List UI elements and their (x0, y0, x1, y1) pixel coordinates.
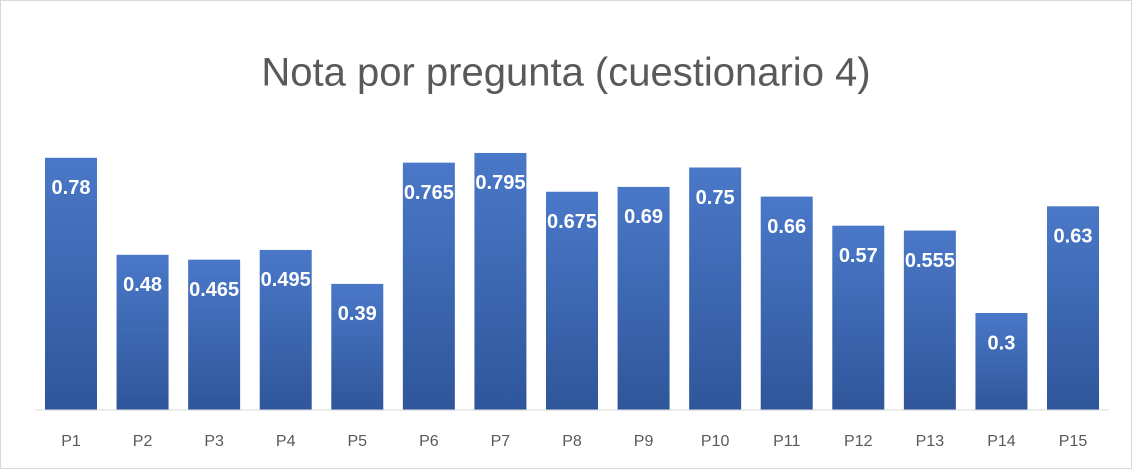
x-tick-label: P13 (916, 433, 945, 450)
data-label: 0.465 (189, 279, 239, 301)
data-label: 0.39 (338, 303, 377, 325)
x-tick-label: P7 (491, 433, 511, 450)
bar (617, 186, 670, 410)
x-tick-label: P15 (1059, 433, 1088, 450)
x-tick-label: P2 (133, 433, 153, 450)
chart-title: Nota por pregunta (cuestionario 4) (261, 51, 870, 95)
bar (832, 225, 885, 410)
bar (546, 191, 598, 410)
data-label: 0.765 (404, 182, 454, 204)
bar (903, 230, 956, 410)
x-tick-label: P6 (419, 433, 439, 450)
data-label: 0.48 (123, 274, 162, 296)
bar (402, 162, 455, 410)
data-label: 0.795 (475, 172, 525, 194)
bar (689, 167, 742, 410)
bar (116, 254, 169, 410)
x-tick-label: P8 (562, 433, 582, 450)
bar (760, 196, 813, 410)
x-tick-label: P5 (347, 433, 367, 450)
x-tick-label: P14 (987, 433, 1016, 450)
x-tick-label: P1 (61, 433, 81, 450)
data-label: 0.75 (696, 187, 735, 209)
x-tick-label: P9 (634, 433, 654, 450)
x-tick-label: P4 (276, 433, 296, 450)
data-label: 0.66 (767, 216, 806, 238)
data-label: 0.69 (624, 206, 663, 228)
bar (1047, 206, 1100, 410)
bar (259, 249, 312, 410)
data-label: 0.57 (839, 245, 878, 267)
data-label: 0.495 (261, 269, 311, 291)
data-label: 0.555 (905, 250, 955, 272)
data-label: 0.63 (1054, 226, 1093, 248)
data-label: 0.3 (988, 332, 1016, 354)
x-tick-label: P11 (773, 433, 800, 450)
bar (44, 157, 97, 410)
x-tick-label: P12 (844, 433, 873, 450)
data-label: 0.675 (547, 211, 597, 233)
bar (331, 283, 384, 410)
data-label: 0.78 (52, 177, 91, 199)
x-tick-label: P3 (204, 433, 224, 450)
x-tick-label: P10 (701, 433, 730, 450)
bar (975, 313, 1028, 410)
bar (188, 259, 241, 410)
bar (474, 152, 527, 410)
